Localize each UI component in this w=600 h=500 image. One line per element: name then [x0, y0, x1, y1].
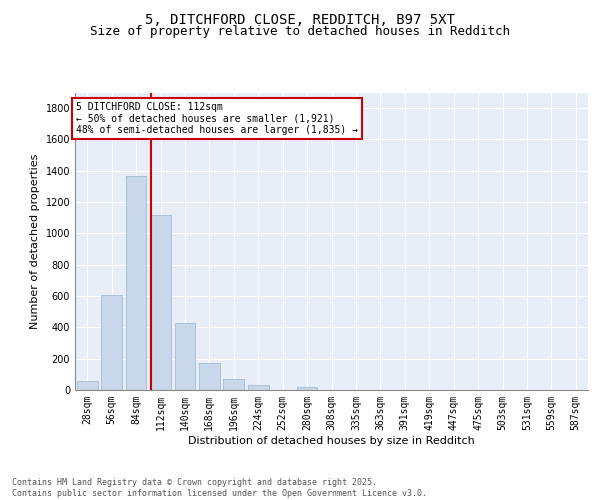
- Bar: [175, 322, 196, 390]
- X-axis label: Distribution of detached houses by size in Redditch: Distribution of detached houses by size …: [188, 436, 475, 446]
- Bar: [77, 380, 98, 390]
- Bar: [150, 214, 171, 390]
- Bar: [248, 384, 269, 390]
- Y-axis label: Number of detached properties: Number of detached properties: [30, 154, 40, 329]
- Text: Contains HM Land Registry data © Crown copyright and database right 2025.
Contai: Contains HM Land Registry data © Crown c…: [12, 478, 427, 498]
- Text: 5 DITCHFORD CLOSE: 112sqm
← 50% of detached houses are smaller (1,921)
48% of se: 5 DITCHFORD CLOSE: 112sqm ← 50% of detac…: [76, 102, 358, 135]
- Bar: [223, 379, 244, 390]
- Bar: [125, 176, 146, 390]
- Bar: [199, 364, 220, 390]
- Text: 5, DITCHFORD CLOSE, REDDITCH, B97 5XT: 5, DITCHFORD CLOSE, REDDITCH, B97 5XT: [145, 12, 455, 26]
- Text: Size of property relative to detached houses in Redditch: Size of property relative to detached ho…: [90, 25, 510, 38]
- Bar: [101, 296, 122, 390]
- Bar: [296, 387, 317, 390]
